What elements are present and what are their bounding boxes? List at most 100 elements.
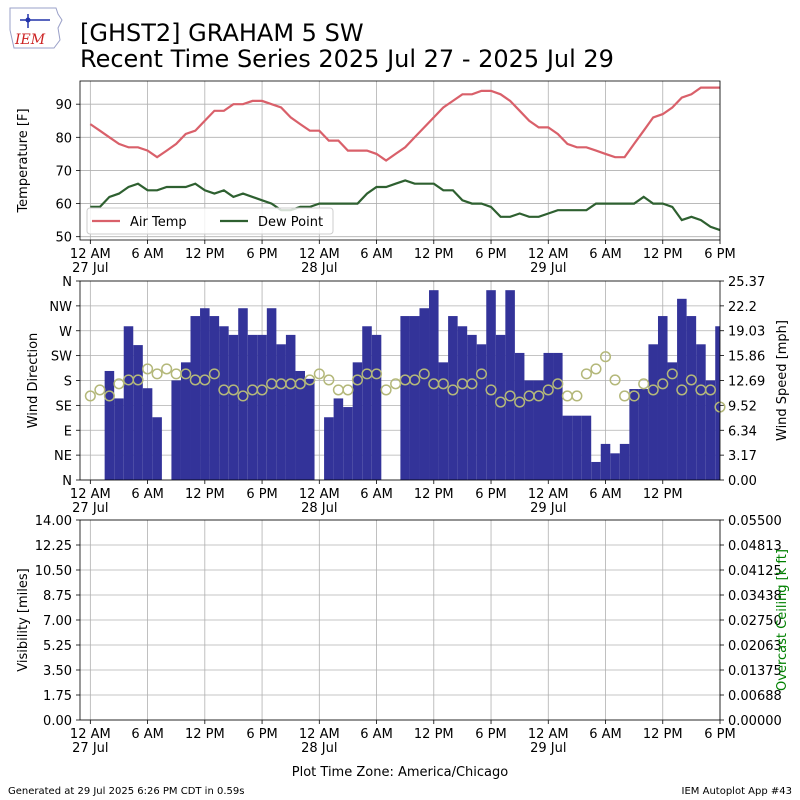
x-tick-label: 12 AM 28 Jul (299, 247, 340, 276)
y-tick-label: 8.75 (43, 589, 72, 604)
point (332, 384, 344, 396)
point (304, 374, 316, 386)
bar (448, 316, 458, 480)
x-tick-label: 12 PM (414, 727, 454, 742)
bar (438, 362, 449, 480)
y-axis-label: Temperature [F] (16, 108, 31, 213)
point (342, 384, 354, 396)
point (132, 374, 144, 386)
y-tick-label: SE (56, 399, 72, 414)
point (380, 384, 392, 396)
y2-tick-label: 0.00000 (728, 714, 782, 729)
point (94, 384, 106, 396)
plot-frame (79, 280, 721, 481)
bar (133, 345, 143, 480)
bar (457, 326, 468, 480)
x-tick-label: 12 PM (185, 247, 225, 262)
y-tick-label: 7.00 (43, 614, 72, 629)
x-tick-label: 12 AM 29 Jul (528, 727, 569, 756)
y-tick-label: 5.25 (43, 639, 72, 654)
point (151, 368, 163, 380)
y2-tick-label: 0.02750 (728, 614, 782, 629)
line-series (90, 179, 721, 232)
y-tick-label: E (64, 424, 72, 439)
x-tick-label: 6 AM (360, 487, 393, 502)
point (161, 363, 173, 375)
point (418, 368, 430, 380)
y-tick-label: 80 (55, 131, 72, 146)
bar (238, 308, 248, 480)
y2-tick-label: 22.2 (728, 300, 757, 315)
y2-tick-label: 15.86 (728, 350, 765, 365)
x-tick-label: 6 PM (704, 247, 735, 262)
bar (562, 415, 573, 480)
x-tick-label: 12 PM (185, 727, 225, 742)
y-tick-label: W (59, 325, 72, 340)
legend: Air Temp Dew Point (86, 207, 334, 235)
point (485, 384, 497, 396)
x-tick-label: 6 AM (589, 247, 622, 262)
y2-tick-label: 25.37 (728, 275, 765, 290)
y-axis-label: Wind Direction (26, 333, 41, 429)
bar (686, 316, 697, 480)
line-series (89, 86, 720, 162)
y2-tick-label: 0.01375 (728, 664, 782, 679)
y-tick-label: 70 (55, 164, 72, 179)
point (590, 363, 602, 375)
point (294, 378, 306, 390)
x-tick-label: 6 AM (131, 727, 164, 742)
y-tick-label: N (62, 275, 72, 290)
bar (600, 443, 611, 480)
y-tick-label: 12.25 (35, 539, 72, 554)
bar (180, 362, 191, 480)
point (323, 374, 335, 386)
point (504, 390, 516, 402)
bar (352, 362, 363, 480)
plot-frame (79, 519, 721, 721)
bar (304, 378, 315, 480)
bar (505, 290, 515, 480)
point (227, 384, 239, 396)
chart-title: [GHST2] GRAHAM 5 SW (80, 19, 364, 47)
bar (324, 417, 334, 480)
point (552, 378, 564, 390)
y2-tick-label: 12.69 (728, 374, 765, 389)
bar (333, 398, 344, 480)
y2-tick-label: 0.03438 (728, 589, 782, 604)
bar (677, 298, 687, 480)
x-tick-label: 6 AM (589, 727, 622, 742)
point (609, 374, 621, 386)
footer-left: Generated at 29 Jul 2025 6:26 PM CDT in … (8, 786, 244, 797)
x-tick-label: 12 PM (414, 487, 454, 502)
point (561, 390, 573, 402)
y2-tick-label: 0.00688 (728, 689, 782, 704)
point (533, 390, 545, 402)
bar (543, 352, 554, 480)
bar (629, 389, 639, 480)
bar (581, 415, 592, 480)
bar (648, 344, 658, 480)
x-tick-label: 12 PM (185, 487, 225, 502)
point (103, 390, 115, 402)
x-tick-label: 12 AM 28 Jul (299, 487, 340, 516)
bar (476, 344, 487, 480)
x-tick-label: 6 PM (475, 247, 506, 262)
bar (228, 334, 239, 480)
plot-frame (79, 80, 721, 241)
point (370, 368, 383, 380)
point (704, 384, 717, 396)
bar (171, 380, 181, 480)
bar (429, 290, 439, 480)
y-tick-label: 50 (55, 231, 72, 246)
bar (276, 344, 286, 480)
point (542, 384, 554, 396)
point (84, 390, 96, 402)
bar (524, 380, 534, 480)
y-tick-label: SW (51, 350, 72, 365)
point (208, 368, 220, 380)
bar (371, 334, 382, 480)
x-tick-label: 6 AM (131, 247, 164, 262)
chart-subtitle: Recent Time Series 2025 Jul 27 - 2025 Ju… (80, 45, 614, 73)
bar (219, 326, 229, 480)
point (638, 378, 650, 390)
